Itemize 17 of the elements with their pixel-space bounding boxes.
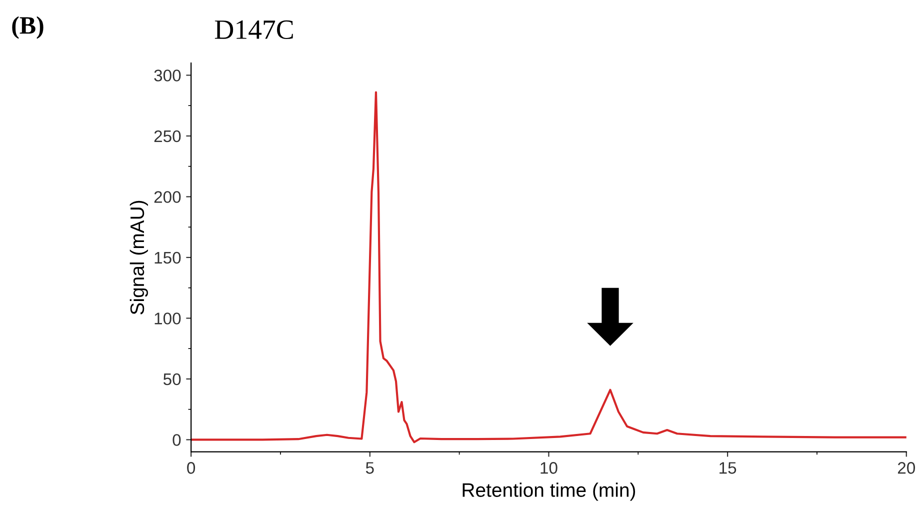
y-tick-label: 50 bbox=[163, 373, 181, 386]
y-tick-label: 100 bbox=[154, 312, 181, 324]
x-tick-label: 0 bbox=[187, 462, 196, 474]
y-tick-label: 200 bbox=[154, 191, 181, 203]
y-axis-title: Signal (mAU) bbox=[130, 200, 148, 314]
x-tick-label: 15 bbox=[720, 462, 736, 474]
y-tick-label: 300 bbox=[154, 70, 181, 82]
x-axis-title: Retention time (min) bbox=[462, 482, 636, 501]
chart-title: D147C bbox=[214, 20, 293, 40]
y-tick-label: 250 bbox=[154, 130, 181, 142]
y-tick-label: 0 bbox=[172, 434, 181, 446]
line-series bbox=[191, 91, 906, 444]
y-tick-label: 150 bbox=[154, 252, 181, 264]
x-tick-label: 10 bbox=[540, 462, 558, 474]
x-tick-label: 20 bbox=[898, 462, 916, 474]
x-tick-label: 5 bbox=[366, 462, 374, 474]
text: (B) bbox=[12, 16, 44, 39]
